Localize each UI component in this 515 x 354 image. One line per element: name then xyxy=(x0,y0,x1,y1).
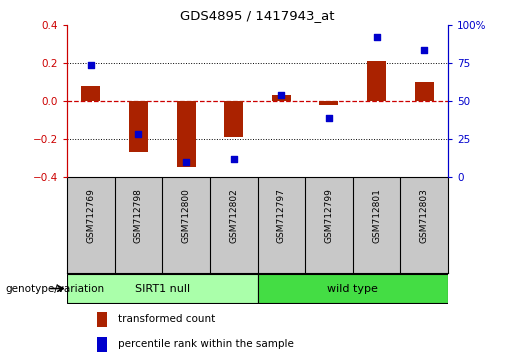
Point xyxy=(134,131,143,137)
Text: transformed count: transformed count xyxy=(118,314,216,324)
Text: GSM712800: GSM712800 xyxy=(182,188,191,243)
Text: GSM712803: GSM712803 xyxy=(420,188,428,243)
Bar xyxy=(415,82,434,101)
Bar xyxy=(224,101,243,137)
Bar xyxy=(67,274,258,303)
Bar xyxy=(97,312,107,327)
Text: GSM712797: GSM712797 xyxy=(277,188,286,243)
Text: percentile rank within the sample: percentile rank within the sample xyxy=(118,339,294,349)
Bar xyxy=(177,101,196,167)
Text: genotype/variation: genotype/variation xyxy=(5,284,104,293)
Text: GSM712769: GSM712769 xyxy=(87,188,95,243)
Bar xyxy=(367,61,386,101)
Text: SIRT1 null: SIRT1 null xyxy=(134,284,190,293)
Text: GSM712798: GSM712798 xyxy=(134,188,143,243)
Point xyxy=(87,62,95,68)
Bar xyxy=(129,101,148,152)
Text: GSM712802: GSM712802 xyxy=(229,188,238,243)
Point xyxy=(277,92,285,98)
Point xyxy=(372,34,381,40)
Bar xyxy=(272,95,291,101)
Text: wild type: wild type xyxy=(328,284,378,293)
Text: GSM712799: GSM712799 xyxy=(324,188,333,243)
Point xyxy=(182,159,190,165)
Bar xyxy=(258,274,448,303)
Text: GSM712801: GSM712801 xyxy=(372,188,381,243)
Point xyxy=(325,115,333,121)
Bar xyxy=(319,101,338,105)
Title: GDS4895 / 1417943_at: GDS4895 / 1417943_at xyxy=(180,9,335,22)
Bar xyxy=(97,337,107,352)
Point xyxy=(230,156,238,162)
Bar xyxy=(81,86,100,101)
Point xyxy=(420,48,428,53)
